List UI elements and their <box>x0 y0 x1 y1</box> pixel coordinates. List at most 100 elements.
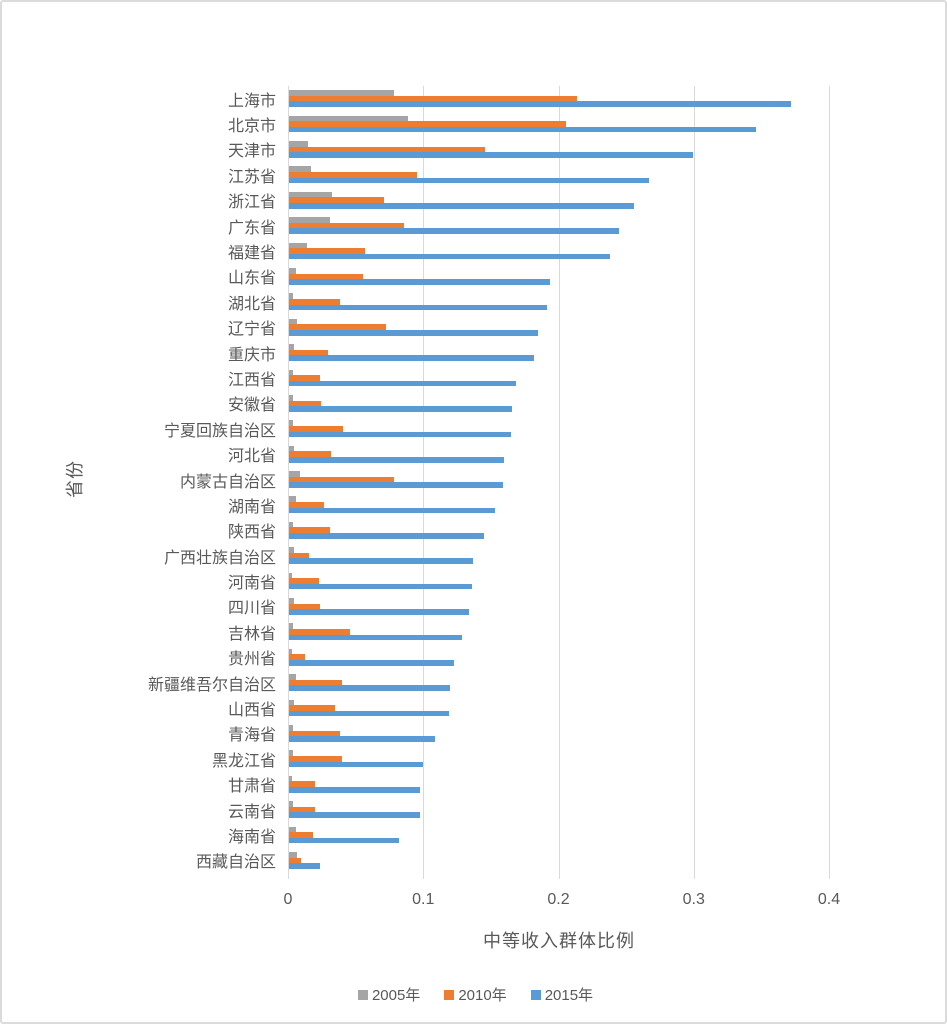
y-axis-line <box>288 86 289 879</box>
legend-swatch <box>444 989 455 1000</box>
bar-2015-14 <box>289 431 511 438</box>
bar-2005-2 <box>289 115 409 122</box>
category-label: 上海市 <box>227 92 276 110</box>
bar-2015-29 <box>289 812 421 818</box>
bar-2005-7 <box>289 242 307 249</box>
bar-2015-12 <box>289 380 517 387</box>
bar-2015-20 <box>289 583 472 590</box>
bar-2010-29 <box>289 806 315 813</box>
bar-2005-19 <box>289 547 295 553</box>
category-label: 贵州省 <box>227 651 276 669</box>
bar-2005-23 <box>289 648 292 655</box>
category-label: 吉林省 <box>227 625 276 643</box>
bar-2005-16 <box>289 471 300 477</box>
bar-2005-28 <box>289 775 292 782</box>
category-label: 山西省 <box>227 701 276 719</box>
bar-2005-10 <box>289 318 298 325</box>
bar-2015-23 <box>289 660 454 666</box>
bar-2015-10 <box>289 329 538 336</box>
bar-2005-24 <box>289 674 296 680</box>
bar-2010-1 <box>289 95 578 102</box>
category-label: 广东省 <box>227 219 276 237</box>
category-label: 重庆市 <box>227 346 276 364</box>
legend-swatch <box>357 989 368 1000</box>
bar-2010-30 <box>289 832 314 838</box>
bar-2015-9 <box>289 304 548 311</box>
bar-2005-11 <box>289 344 295 350</box>
category-label: 四川省 <box>227 600 276 618</box>
bar-2005-14 <box>289 420 294 426</box>
category-label: 陕西省 <box>227 524 276 542</box>
bar-2010-5 <box>289 197 384 204</box>
category-label: 海南省 <box>227 828 276 846</box>
bar-2015-28 <box>289 786 421 793</box>
bar-2015-16 <box>289 482 503 488</box>
bar-2010-17 <box>289 502 325 508</box>
legend: 2005年 2010年 2015年 <box>2 984 945 1005</box>
category-label: 内蒙古自治区 <box>179 473 276 491</box>
bar-2015-26 <box>289 736 436 742</box>
bar-2015-22 <box>289 634 463 641</box>
bar-2015-6 <box>289 228 619 235</box>
bar-2015-7 <box>289 253 610 260</box>
bar-2005-1 <box>289 90 395 96</box>
category-label: 青海省 <box>227 727 276 745</box>
bar-2005-8 <box>289 268 296 274</box>
bar-2010-9 <box>289 298 341 305</box>
bar-2005-4 <box>289 166 311 173</box>
bar-2015-30 <box>289 837 399 844</box>
bar-2010-10 <box>289 324 387 330</box>
bar-2010-16 <box>289 476 395 483</box>
bar-2015-18 <box>289 533 484 539</box>
gridline <box>829 86 830 879</box>
bar-2015-1 <box>289 101 791 108</box>
legend-item-2010: 2010年 <box>444 984 507 1005</box>
bar-2005-29 <box>289 801 294 807</box>
gridline <box>693 86 695 879</box>
bar-2015-15 <box>289 456 505 463</box>
bar-2015-4 <box>289 177 649 184</box>
bar-2005-25 <box>289 699 295 706</box>
bar-2010-24 <box>289 679 342 686</box>
legend-label: 2005年 <box>371 987 421 1004</box>
y-axis-title: 省份 <box>65 460 85 498</box>
category-label: 湖北省 <box>227 295 276 313</box>
bar-2010-11 <box>289 349 329 356</box>
bar-2015-21 <box>289 609 469 615</box>
bar-2015-13 <box>289 406 513 412</box>
bar-2010-22 <box>289 629 350 635</box>
bar-2005-30 <box>289 826 296 833</box>
bar-2010-21 <box>289 603 321 610</box>
bar-2015-5 <box>289 203 634 209</box>
category-label: 黑龙江省 <box>211 752 276 770</box>
bar-2005-17 <box>289 496 296 503</box>
legend-label: 2015年 <box>544 987 594 1004</box>
bar-2015-19 <box>289 558 473 565</box>
category-label: 湖南省 <box>227 498 276 516</box>
legend-swatch <box>530 989 541 1000</box>
bar-2010-23 <box>289 654 306 660</box>
category-label: 河南省 <box>227 575 276 593</box>
category-label: 河北省 <box>227 448 276 466</box>
category-label: 安徽省 <box>227 397 276 415</box>
bar-2005-12 <box>289 369 294 376</box>
bar-2005-6 <box>289 217 330 223</box>
bar-2010-25 <box>289 705 335 711</box>
bar-2005-9 <box>289 293 294 299</box>
bar-2010-28 <box>289 781 315 787</box>
category-label: 西藏自治区 <box>195 854 276 872</box>
bar-2010-7 <box>289 248 365 254</box>
bar-2005-13 <box>289 394 294 401</box>
gridline <box>558 86 560 879</box>
bar-2005-22 <box>289 623 294 630</box>
bar-2005-3 <box>289 141 308 147</box>
bar-2010-27 <box>289 755 342 762</box>
category-label: 天津市 <box>227 143 276 161</box>
category-label: 福建省 <box>227 245 276 263</box>
bar-2005-20 <box>289 572 292 579</box>
bar-2005-18 <box>289 521 294 528</box>
bar-2005-31 <box>289 851 298 858</box>
bar-2015-17 <box>289 507 495 514</box>
bar-2005-21 <box>289 598 295 604</box>
